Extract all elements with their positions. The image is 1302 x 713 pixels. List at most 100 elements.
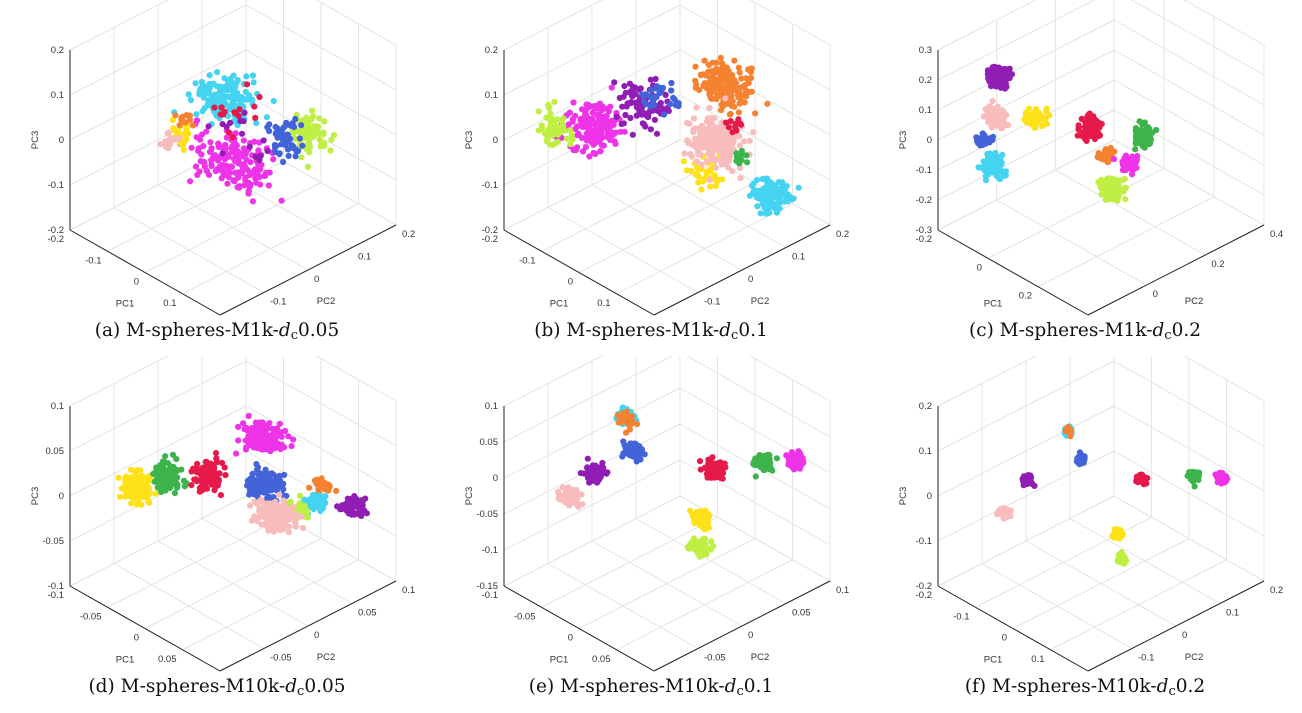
x-tick-label: -0.05 xyxy=(514,611,536,622)
point-yellow xyxy=(1111,534,1118,541)
point-cyan xyxy=(757,210,764,217)
point-magenta xyxy=(224,180,231,187)
point-cyan xyxy=(999,151,1006,159)
point-magenta xyxy=(1129,153,1136,160)
grid-line xyxy=(503,0,603,51)
point-orange xyxy=(617,415,624,422)
point-magenta xyxy=(565,121,572,128)
grid-line xyxy=(157,184,309,271)
point-orange xyxy=(624,421,631,428)
point-blue xyxy=(258,472,266,479)
axis-line xyxy=(69,585,221,672)
point-pink xyxy=(723,150,731,157)
x-tick-label: 0.1 xyxy=(201,675,214,676)
point-purple xyxy=(624,100,631,107)
point-purple xyxy=(636,97,643,105)
point-pink xyxy=(565,484,572,491)
point-orange xyxy=(723,64,730,71)
point-orange xyxy=(718,75,726,83)
point-blue xyxy=(266,471,273,478)
grid-line xyxy=(937,405,1115,497)
point-magenta xyxy=(586,153,593,160)
y-tick-label: -0.2 xyxy=(226,319,242,320)
point-magenta xyxy=(244,166,251,174)
point-cyan xyxy=(250,79,257,86)
z-tick-label: 0 xyxy=(59,491,64,502)
point-cyan xyxy=(776,185,783,192)
grid-line xyxy=(749,0,831,46)
point-lime xyxy=(1105,175,1113,182)
point-yellow xyxy=(117,493,124,500)
point-orange xyxy=(633,421,641,428)
grid-line xyxy=(69,356,169,407)
point-blue xyxy=(285,152,292,159)
point-magenta xyxy=(607,136,614,143)
point-magenta xyxy=(1120,161,1127,168)
x-axis-label: PC1 xyxy=(116,299,134,310)
point-magenta xyxy=(257,181,264,188)
point-pink xyxy=(684,119,691,127)
point-purple xyxy=(633,104,640,111)
point-red xyxy=(221,108,228,115)
point-lime xyxy=(1122,184,1129,191)
x-axis-label: PC1 xyxy=(550,299,568,310)
axis-line xyxy=(653,580,831,672)
point-lime xyxy=(290,130,297,137)
point-yellow xyxy=(139,472,146,479)
point-magenta xyxy=(597,148,604,155)
grid-line xyxy=(591,540,743,627)
point-cyan xyxy=(760,194,767,201)
point-cyan xyxy=(214,69,221,76)
y-tick-label: 0.2 xyxy=(1211,259,1224,270)
point-lime xyxy=(547,110,554,117)
point-purple xyxy=(238,130,246,137)
point-cyan xyxy=(783,197,790,204)
point-cyan xyxy=(211,94,218,101)
grid-line xyxy=(503,495,681,587)
grid-line xyxy=(1113,79,1265,166)
point-yellow xyxy=(1021,116,1028,123)
grid-line xyxy=(591,184,743,271)
point-orange xyxy=(764,100,771,107)
grid-line xyxy=(503,356,603,407)
point-lime xyxy=(1105,189,1112,196)
point-lime xyxy=(321,143,328,150)
point-magenta xyxy=(590,141,597,148)
point-purple xyxy=(595,474,602,481)
point-yellow xyxy=(133,467,140,474)
grid-line xyxy=(1113,405,1265,492)
point-yellow xyxy=(133,484,140,491)
point-purple xyxy=(629,131,636,138)
point-cyan xyxy=(233,79,240,86)
point-orange xyxy=(728,92,735,99)
y-tick-label: 0.05 xyxy=(792,608,811,619)
grid-line xyxy=(503,356,674,443)
point-orange xyxy=(735,109,742,116)
point-red xyxy=(207,472,214,479)
point-green xyxy=(1140,138,1147,145)
point-red xyxy=(256,93,263,101)
point-yellow xyxy=(1043,108,1050,115)
point-pink xyxy=(248,517,255,524)
point-green xyxy=(169,451,177,458)
point-pink xyxy=(697,128,704,136)
z-tick-label: -0.1 xyxy=(48,180,64,191)
point-green xyxy=(157,474,164,481)
point-orange xyxy=(178,115,185,122)
point-magenta xyxy=(207,139,214,146)
point-orange xyxy=(628,413,635,420)
point-yellow xyxy=(698,186,705,193)
point-red xyxy=(1085,111,1092,118)
grid-line xyxy=(635,162,787,248)
point-pink xyxy=(559,484,566,491)
point-purple xyxy=(994,65,1001,73)
y-tick-label: 0.05 xyxy=(358,608,377,619)
point-magenta xyxy=(230,155,238,163)
point-red xyxy=(721,460,728,467)
point-cyan xyxy=(199,108,206,115)
grid-line xyxy=(996,199,1147,286)
point-purple xyxy=(584,455,591,462)
point-red xyxy=(251,103,258,110)
x-tick-label: 0.1 xyxy=(635,675,648,676)
point-magenta xyxy=(608,84,615,91)
